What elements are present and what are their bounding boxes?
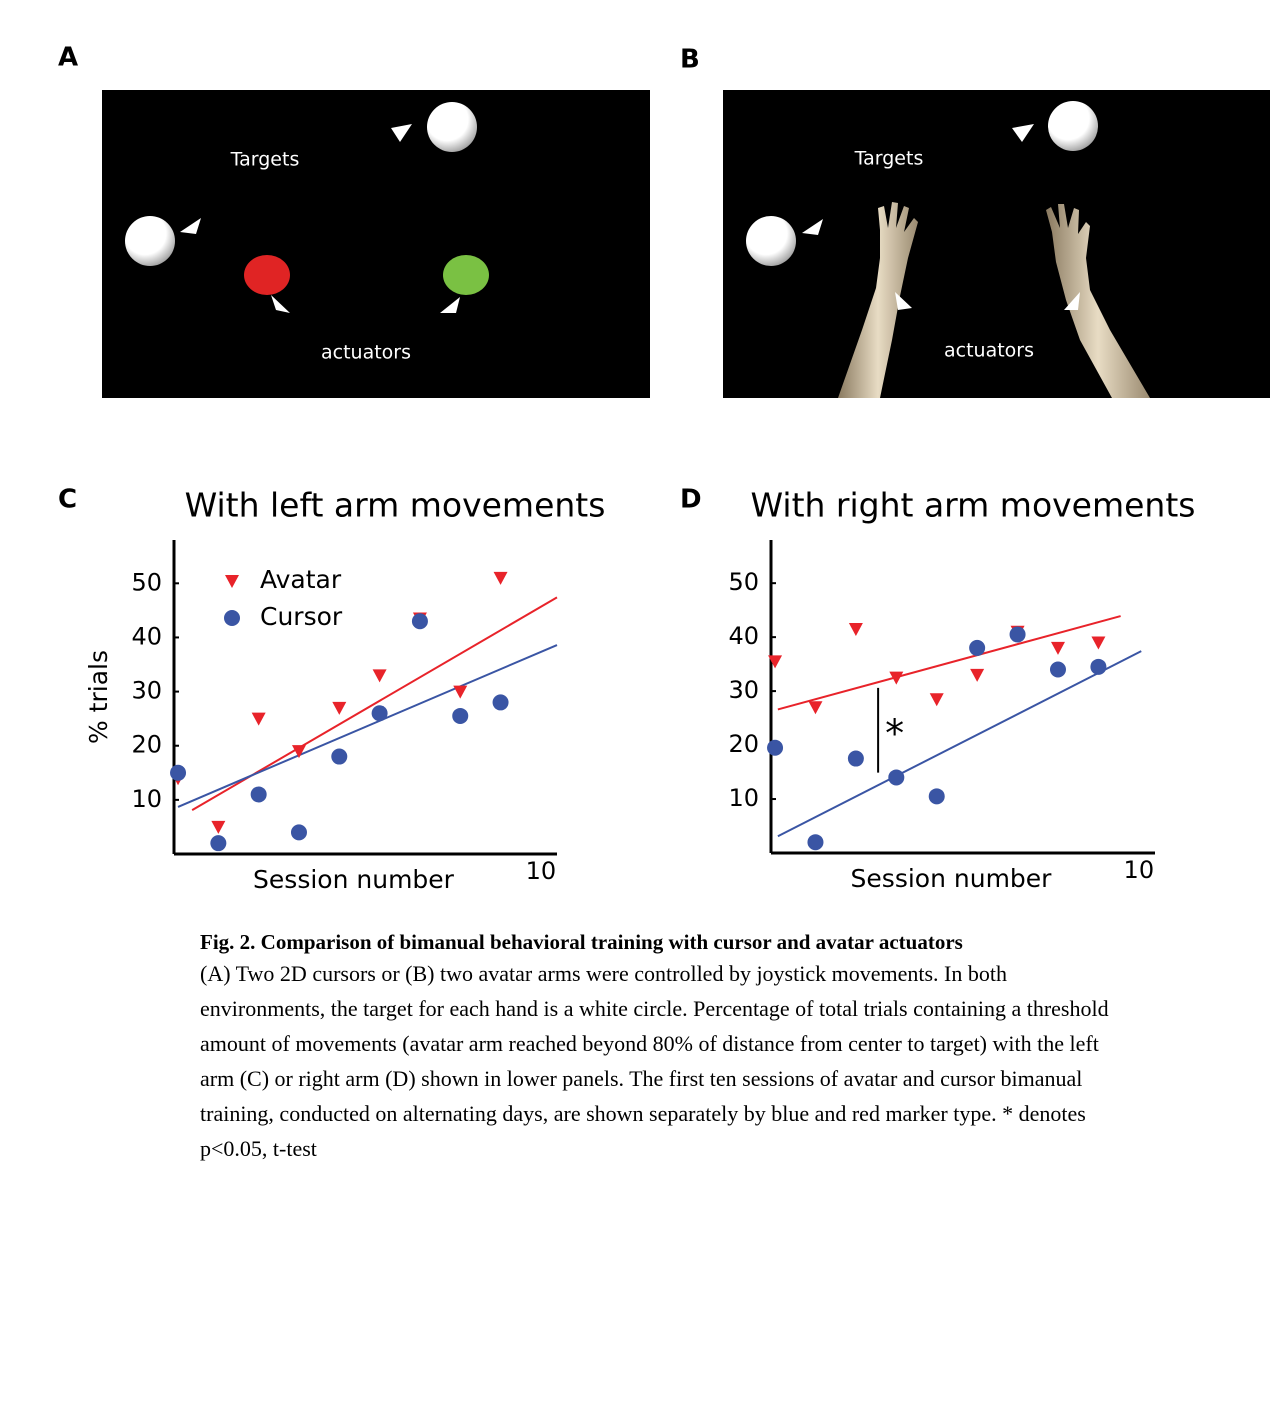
fit-line <box>177 644 558 808</box>
y-tick-label: 40 <box>728 622 759 650</box>
marker <box>1009 626 1026 643</box>
marker <box>1050 641 1065 655</box>
marker <box>371 705 388 722</box>
legend-marker <box>225 575 239 588</box>
chart-title: With left arm movements <box>185 486 606 525</box>
caption-title: Fig. 2. Comparison of bimanual behaviora… <box>200 930 963 954</box>
marker <box>768 655 783 669</box>
screen-text: actuators <box>321 342 411 364</box>
screen-b: Targets actuators <box>723 90 1270 398</box>
x-axis-label: Session number <box>851 864 1053 893</box>
panel-label: C <box>58 485 77 515</box>
x-tick-label: 10 <box>526 857 557 885</box>
x-axis-label: Session number <box>253 865 455 894</box>
fit-line <box>777 650 1142 838</box>
marker <box>493 571 508 585</box>
marker <box>807 834 824 851</box>
screen-text: Targets <box>854 148 924 170</box>
marker <box>211 820 226 834</box>
marker <box>970 668 985 682</box>
marker <box>452 707 469 724</box>
marker <box>250 786 267 803</box>
marker <box>969 639 986 656</box>
marker <box>889 671 904 685</box>
marker <box>888 769 905 786</box>
y-tick-label: 10 <box>728 784 759 812</box>
y-tick-label: 20 <box>131 731 162 759</box>
legend-label: Avatar <box>260 565 342 594</box>
panel-label: B <box>680 45 700 75</box>
caption-body: (A) Two 2D cursors or (B) two avatar arm… <box>200 961 1109 1161</box>
marker <box>291 745 306 759</box>
marker <box>290 824 307 841</box>
chart-title: With right arm movements <box>751 486 1196 525</box>
marker <box>210 835 227 852</box>
legend-label: Cursor <box>260 602 343 631</box>
marker <box>1049 661 1066 678</box>
caption: Fig. 2. Comparison of bimanual behaviora… <box>200 928 1130 1166</box>
marker <box>1091 636 1106 650</box>
panel-label: A <box>58 43 78 73</box>
x-tick-label: 10 <box>1124 856 1155 884</box>
y-axis-label: % trials <box>84 650 113 744</box>
marker <box>928 788 945 805</box>
marker <box>331 748 348 765</box>
y-tick-label: 20 <box>728 730 759 758</box>
y-tick-label: 10 <box>131 785 162 813</box>
marker <box>1090 658 1107 675</box>
marker <box>767 739 784 756</box>
y-tick-label: 30 <box>131 677 162 705</box>
y-tick-label: 50 <box>728 568 759 596</box>
fit-line <box>777 615 1121 711</box>
marker <box>411 613 428 630</box>
screen-a: Targets actuators <box>102 90 650 398</box>
marker <box>847 750 864 767</box>
annotation: * <box>885 712 904 756</box>
panel-label: D <box>680 485 702 515</box>
screen-text: actuators <box>944 340 1034 362</box>
marker <box>929 693 944 707</box>
legend-marker <box>224 610 240 626</box>
figure: A B C D Targets actuators Targets actuat… <box>58 43 1270 894</box>
marker <box>170 764 187 781</box>
screen-text: Targets <box>230 149 300 171</box>
y-tick-label: 40 <box>131 622 162 650</box>
marker <box>251 712 266 726</box>
y-tick-label: 50 <box>131 568 162 596</box>
marker <box>372 669 387 683</box>
marker <box>332 701 347 715</box>
marker <box>808 701 823 715</box>
marker <box>848 623 863 637</box>
y-tick-label: 30 <box>728 676 759 704</box>
marker <box>453 685 468 699</box>
marker <box>492 694 509 711</box>
